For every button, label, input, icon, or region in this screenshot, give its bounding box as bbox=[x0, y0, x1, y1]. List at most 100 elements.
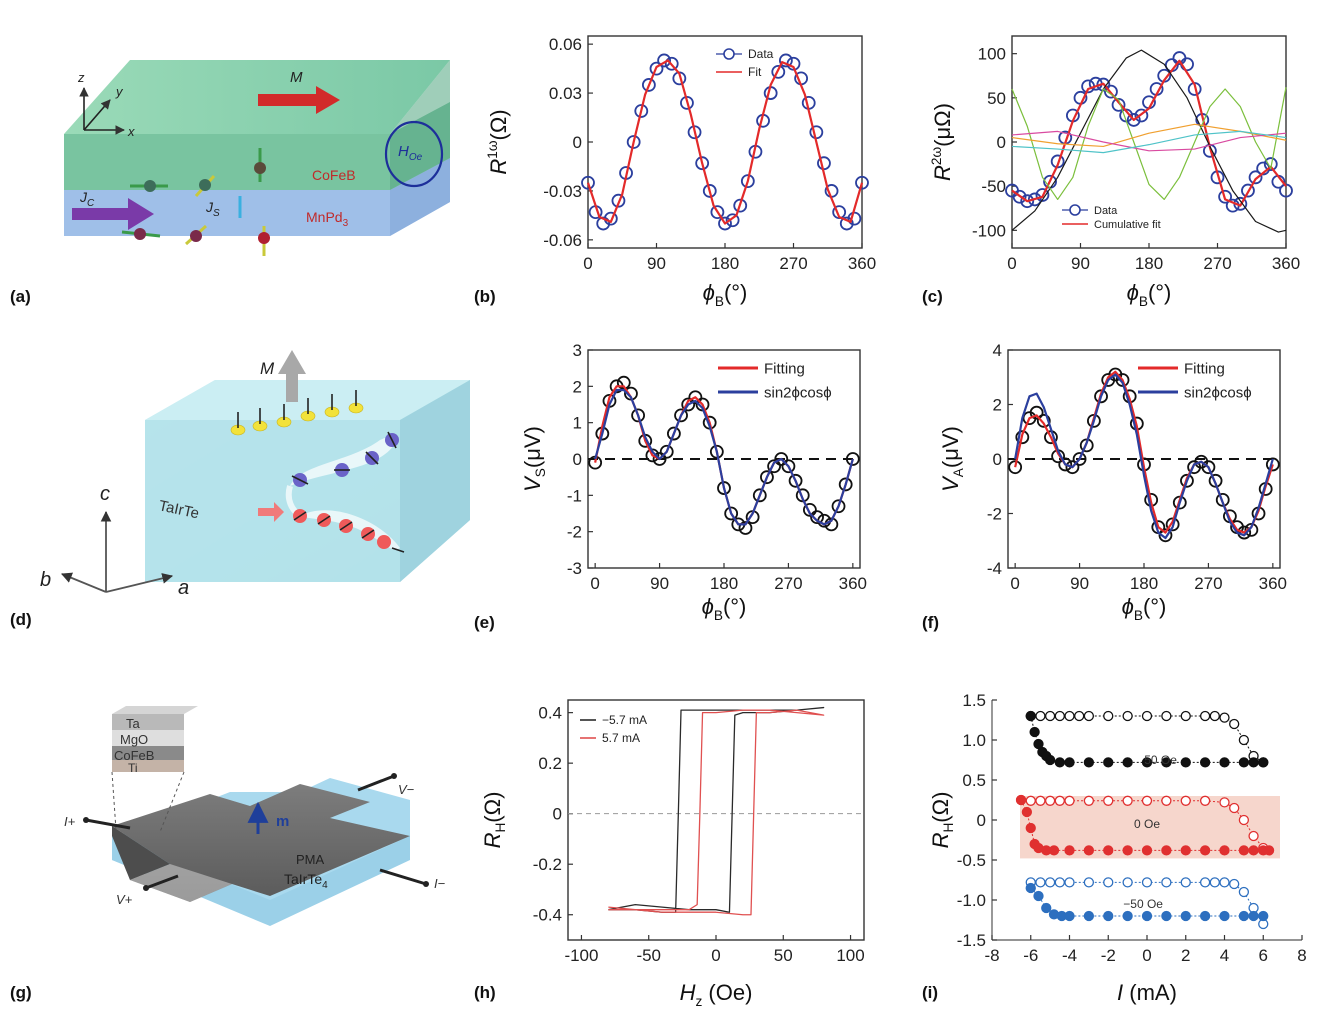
chart-i-ytick-label: 0.5 bbox=[962, 771, 986, 790]
stack-layer-3: Ti bbox=[128, 761, 138, 775]
chart-c-series-2 bbox=[1011, 49, 1287, 233]
chart-i-data-point bbox=[1122, 710, 1133, 722]
chart-i-data-point bbox=[1258, 910, 1269, 922]
chart-i-xtick-label: -6 bbox=[1023, 946, 1038, 965]
js-label: JS bbox=[205, 199, 220, 219]
chart-b-data-point bbox=[641, 78, 656, 92]
chart-i-data-point bbox=[1229, 878, 1240, 890]
chart-i-data-point bbox=[1219, 757, 1230, 768]
chart-h-legend-entry: −5.7 mA bbox=[580, 713, 647, 727]
chart-f-data-point bbox=[1215, 492, 1230, 507]
chart-b-xtick-label: 90 bbox=[647, 254, 666, 273]
chart-i-data-point bbox=[1180, 910, 1191, 922]
axis-x-label: x bbox=[127, 124, 135, 139]
chart-f-xtick-label: 360 bbox=[1259, 574, 1287, 593]
chart-i-data-point bbox=[1122, 795, 1133, 806]
chart-f-ytick-label: 2 bbox=[993, 395, 1002, 414]
chart-i-data-point bbox=[1199, 877, 1211, 888]
jc-label: JC bbox=[79, 189, 95, 209]
chart-c-legend-label: Cumulative fit bbox=[1094, 219, 1161, 231]
chart-b-data-point bbox=[718, 216, 732, 231]
chart-b-data-point bbox=[778, 53, 793, 68]
chart-i-data-point bbox=[1180, 795, 1191, 806]
chart-f-data-point bbox=[1208, 473, 1223, 488]
chart-c-ytick-label: -100 bbox=[972, 221, 1006, 240]
axes-triad-icon bbox=[79, 87, 125, 135]
panel-label-h: (h) bbox=[474, 983, 496, 1002]
chart-f-legend-label: Fitting bbox=[1184, 360, 1225, 377]
chart-i-data-point bbox=[1044, 877, 1056, 888]
chart-b-legend-entry: Fit bbox=[716, 65, 762, 79]
panel-label-d: (d) bbox=[10, 610, 32, 629]
chart-i-data-point bbox=[1238, 757, 1250, 768]
oersted-loop-icon bbox=[384, 120, 444, 188]
chart-i-data-point bbox=[1219, 877, 1230, 888]
chart-c-ytick-label: 0 bbox=[997, 133, 1006, 152]
chart-i-data-point bbox=[1180, 845, 1191, 856]
pma-label: PMA bbox=[296, 852, 325, 867]
chart-c-data-point bbox=[1027, 192, 1042, 207]
chart-i-data-point bbox=[1199, 910, 1211, 922]
chart-i-data-point bbox=[1064, 795, 1075, 806]
chart-i-series-1 bbox=[1025, 710, 1269, 768]
chart-i-data-point bbox=[1064, 845, 1075, 856]
chart-i-xtick-label: 2 bbox=[1181, 946, 1190, 965]
chart-i-data-point bbox=[1083, 795, 1095, 806]
chart-e-data-point bbox=[674, 408, 688, 423]
chart-b-legend-label: Fit bbox=[748, 65, 762, 79]
chart-i-ytick-label: -0.5 bbox=[957, 851, 986, 870]
chart-e-ytick-label: 2 bbox=[573, 377, 582, 396]
chart-b-data-point bbox=[855, 175, 869, 190]
chart-i-data-point bbox=[1209, 877, 1220, 888]
chart-b-data-point bbox=[664, 56, 679, 71]
chart-i-data-point bbox=[1041, 902, 1052, 914]
chart-e-data-point bbox=[666, 426, 681, 441]
chart-b-xlabel: ϕB(°) bbox=[703, 280, 748, 309]
chart-c-data-point bbox=[1248, 170, 1263, 185]
chart-i-data-point bbox=[1141, 910, 1153, 922]
chart-b-data-point bbox=[771, 64, 786, 79]
chart-i-ytick-label: -1.5 bbox=[957, 931, 986, 950]
chart-i-data-point bbox=[1033, 738, 1044, 750]
chart-e-data-point bbox=[652, 452, 667, 466]
chart-i-data-point bbox=[1083, 757, 1095, 768]
chart-e-data-point bbox=[717, 481, 731, 495]
chart-i-ylabel: RH(Ω) bbox=[928, 792, 956, 849]
chart-i-data-point bbox=[1064, 710, 1075, 722]
mnpd3-label: MnPd3 bbox=[306, 209, 349, 229]
panel-g-schematic: Ta MgO CoFeB Ti I+ V− V+ I− m PMA TaIrTe… bbox=[10, 706, 446, 1002]
chart-i-data-point bbox=[1141, 795, 1153, 806]
chart-i-data-point bbox=[1263, 845, 1275, 856]
chart-e-data-point bbox=[738, 521, 753, 535]
chart-i-xtick-label: 6 bbox=[1259, 946, 1268, 965]
chart-b-data-point bbox=[626, 135, 641, 149]
chart-e-legend-label: sin2ϕcosϕ bbox=[764, 384, 832, 401]
chart-c-xlabel: ϕB(°) bbox=[1127, 280, 1172, 309]
chart-i: -8 -6 -4 -2 0 2 4 6 8 -1.5 -1.0 -0.5 0 0.5 1.0 1.5 RH(Ω)… bbox=[928, 691, 1307, 1005]
chart-f-xtick-label: 90 bbox=[1070, 574, 1089, 593]
chart-e-data-point bbox=[774, 452, 789, 466]
chart-i-data-point bbox=[1021, 806, 1033, 818]
chart-h-ytick-label: 0 bbox=[553, 805, 562, 824]
chart-i-data-point bbox=[1122, 910, 1133, 922]
chart-e-data-point bbox=[781, 459, 796, 474]
chart-e-legend-entry: Fitting bbox=[718, 360, 805, 377]
chart-e-ytick-label: 0 bbox=[573, 450, 582, 469]
chart-f-xtick-label: 0 bbox=[1010, 574, 1019, 593]
chart-i-data-point bbox=[1248, 830, 1259, 842]
chart-f-data-point bbox=[1065, 460, 1080, 475]
chart-i-data-point bbox=[1248, 757, 1259, 768]
chart-i-data-point bbox=[1054, 757, 1065, 768]
chart-f-data-point bbox=[1008, 460, 1023, 475]
m-label: M bbox=[290, 69, 303, 86]
chart-i-data-point bbox=[1035, 795, 1046, 806]
chart-h-legend-label: −5.7 mA bbox=[602, 713, 647, 727]
layer-stack-icon bbox=[112, 706, 198, 772]
chart-i-data-point bbox=[1199, 845, 1211, 856]
chart-c-xtick-label: 270 bbox=[1203, 254, 1231, 273]
cofeb-label: CoFeB bbox=[312, 167, 356, 183]
chart-i-data-point bbox=[1238, 886, 1250, 898]
chart-i-ytick-label: 1.0 bbox=[962, 731, 986, 750]
chart-i-data-point bbox=[1238, 910, 1250, 922]
chart-f-data-point bbox=[1094, 389, 1108, 404]
